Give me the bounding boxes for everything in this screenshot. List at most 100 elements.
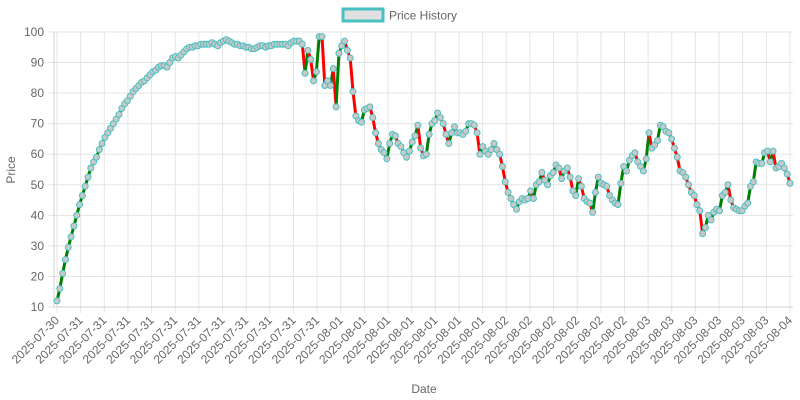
y-tick-label: 60 [31,147,45,161]
data-point [699,230,707,238]
data-point [670,144,678,152]
line-segment-up [616,181,623,207]
data-point [383,155,391,163]
data-point [696,207,704,215]
data-point [693,201,701,209]
data-point [335,49,343,57]
data-point [780,164,788,172]
data-point [498,162,506,170]
series-points-price-history [53,33,794,305]
data-point [685,181,693,189]
y-tick-label: 100 [24,25,44,39]
data-point [473,129,481,137]
data-point [749,178,757,186]
data-point [614,201,622,209]
y-axis-ticks: 10 20 30 40 50 60 70 80 90 100 [24,25,44,314]
data-point [445,140,453,148]
data-point [524,195,532,203]
data-point [501,178,509,186]
data-point [53,297,61,305]
data-point [78,191,86,199]
data-point [326,81,334,89]
data-point [572,191,580,199]
data-point [84,173,92,181]
data-point [535,178,543,186]
line-segment-up [314,35,321,74]
y-tick-label: 80 [31,86,45,100]
data-point [507,195,515,203]
data-point [645,129,653,137]
data-point [563,164,571,172]
data-point [724,181,732,189]
chart-legend[interactable]: Price History [341,7,457,23]
data-point [436,114,444,122]
data-point [617,179,625,187]
data-point [558,175,566,183]
data-point [442,130,450,138]
data-point [766,158,774,166]
data-point [544,181,552,189]
data-point [586,199,594,207]
data-point [417,144,425,152]
data-point [744,199,752,207]
data-point [462,127,470,135]
line-segment-down [475,131,482,156]
data-point [304,46,312,54]
line-segment-down [698,209,705,236]
data-point [411,132,419,140]
data-point [490,140,498,148]
data-point [673,153,681,161]
data-point [470,121,478,129]
data-point [577,182,585,190]
data-point [115,111,123,118]
data-point [425,130,433,138]
y-tick-label: 30 [31,239,45,253]
line-segment-down [416,123,423,150]
data-point [298,40,306,48]
data-point [758,159,766,167]
data-point [439,120,447,128]
data-point [622,167,630,175]
data-point [763,147,771,155]
data-point [408,138,416,146]
data-point [346,54,354,62]
data-point [374,140,382,148]
x-axis-ticks: 2025-07-302025-07-312025-07-312025-07-31… [9,313,796,367]
line-segment-down [348,56,355,94]
data-point [67,233,75,241]
y-tick-label: 20 [31,269,45,283]
y-tick-label: 40 [31,208,45,222]
legend-swatch-price-history [341,7,385,23]
y-tick-label: 10 [31,300,45,314]
y-tick-label: 90 [31,56,45,70]
data-point [451,123,459,131]
data-point [566,173,574,181]
data-point [349,88,357,96]
data-point [95,146,103,154]
data-point [405,147,413,155]
data-point [786,179,794,187]
data-point [64,243,72,251]
data-point [81,182,89,190]
data-point [642,155,650,163]
data-point [73,211,81,219]
line-segment-down [351,90,358,118]
line-segment-up [303,48,310,75]
data-point [380,149,388,157]
y-axis-title: Price [4,156,18,184]
data-point [448,129,456,137]
data-point [589,208,597,216]
data-point [603,182,611,190]
data-point [92,153,100,161]
data-point [87,164,95,172]
data-point [727,196,735,204]
line-segment-up [334,51,341,109]
data-point [707,216,715,224]
data-point [549,169,557,177]
data-point [414,121,422,129]
data-point [366,103,374,111]
data-point [716,207,724,215]
data-point [529,195,537,203]
data-point [639,167,647,175]
